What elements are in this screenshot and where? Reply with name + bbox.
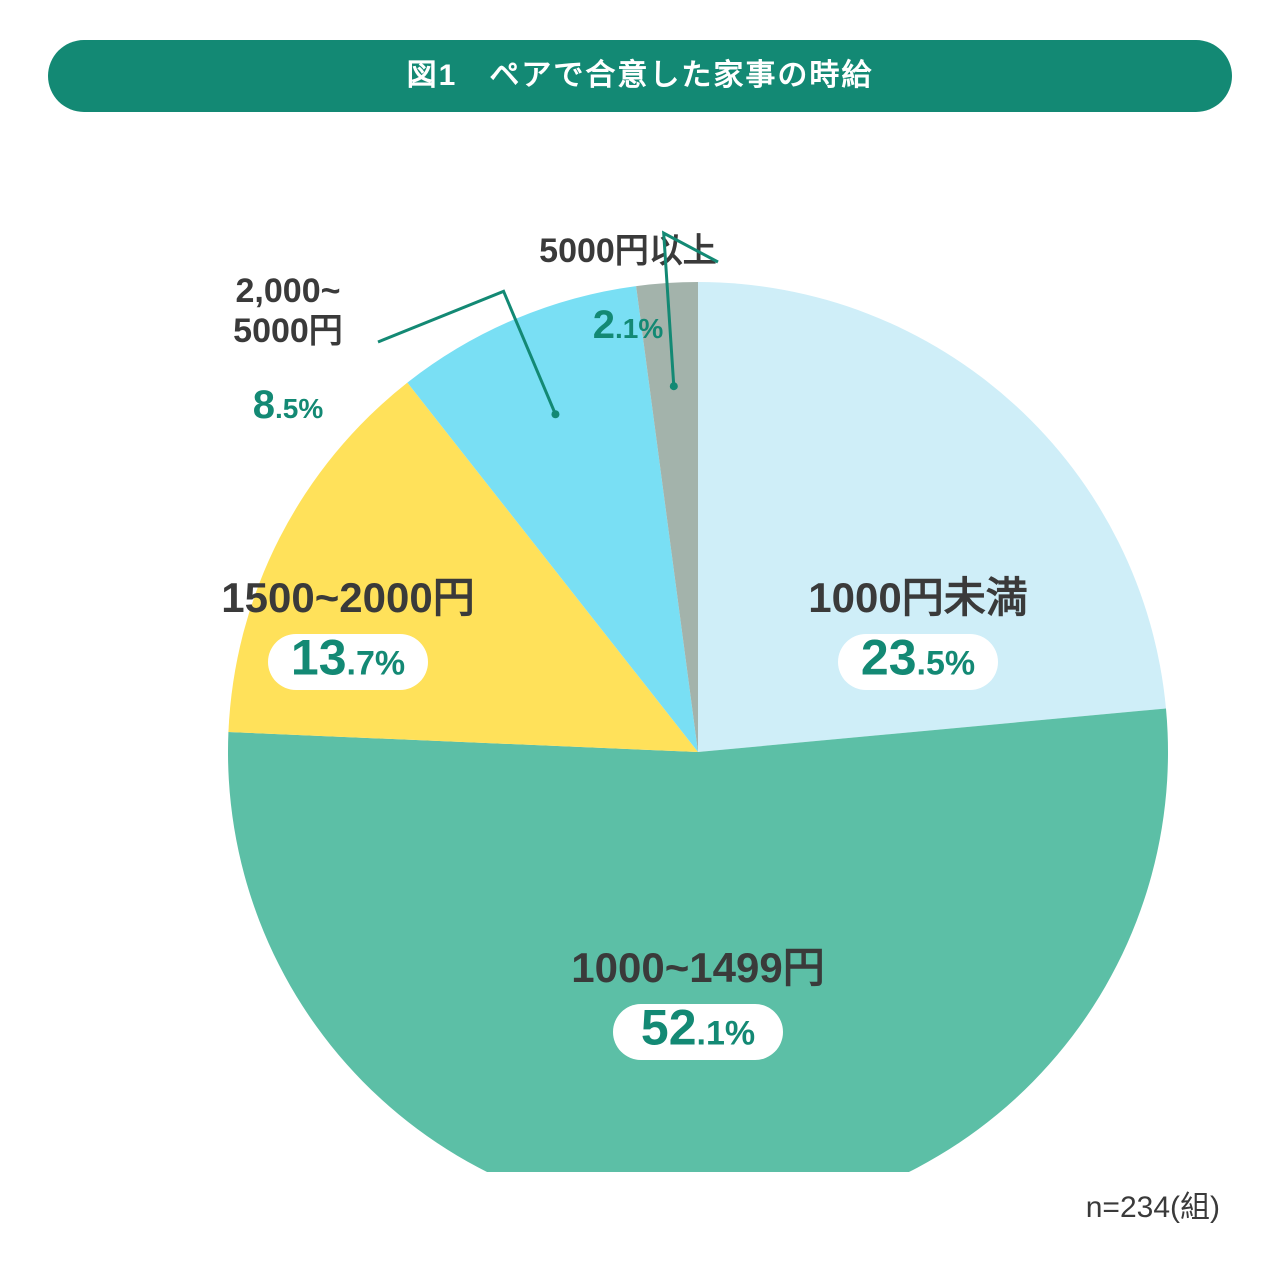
svg-text:1000~1499円: 1000~1499円 <box>571 944 824 991</box>
pie-chart: 1000円未満23.5%1000~1499円52.1%1500~2000円13.… <box>48 112 1232 1172</box>
svg-text:5000円: 5000円 <box>233 312 343 350</box>
pie-slice <box>228 708 1168 1172</box>
svg-text:5000円以上: 5000円以上 <box>539 232 717 270</box>
svg-text:8.5%: 8.5% <box>253 383 324 427</box>
svg-text:1500~2000円: 1500~2000円 <box>221 574 474 621</box>
sample-size-note: n=234(組) <box>1086 1182 1220 1226</box>
svg-text:1000円未満: 1000円未満 <box>808 574 1027 621</box>
chart-title: 図1 ペアで合意した家事の時給 <box>407 59 874 92</box>
svg-text:2,000~: 2,000~ <box>236 272 341 310</box>
chart-title-bar: 図1 ペアで合意した家事の時給 <box>48 40 1232 112</box>
